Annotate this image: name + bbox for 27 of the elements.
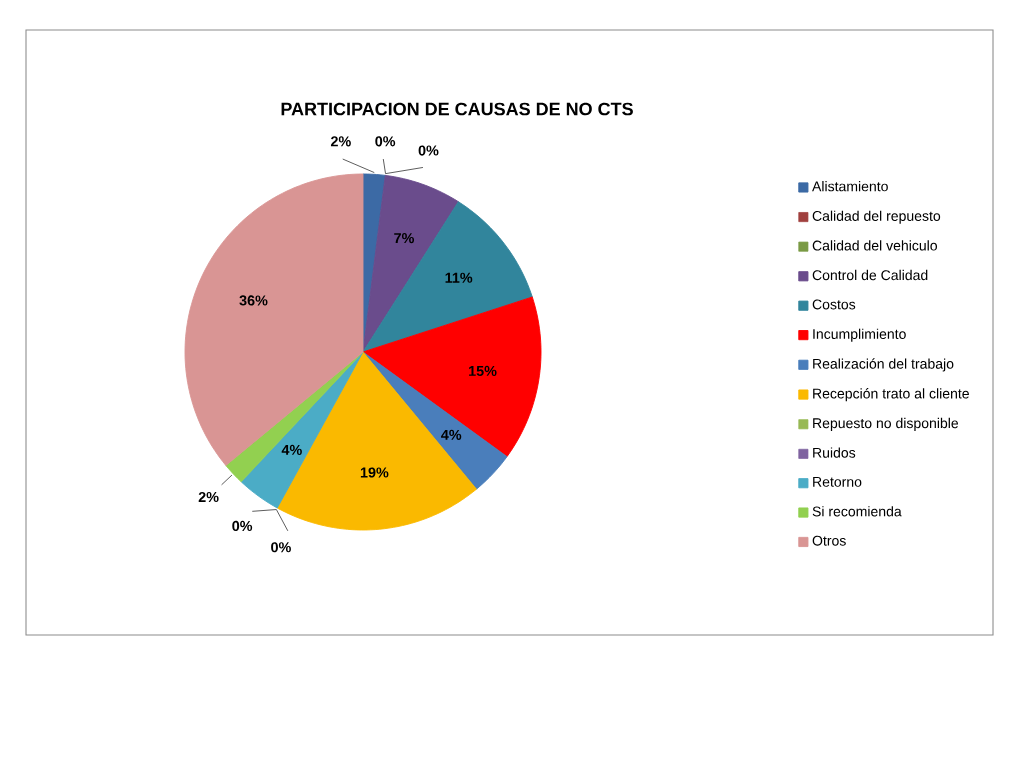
legend-label: Costos: [812, 299, 856, 310]
data-label: 15%: [469, 365, 497, 377]
chart-title: PARTICIPACION DE CAUSAS DE NO CTS: [281, 102, 633, 116]
text: 0%: [375, 136, 396, 147]
legend-label: Incumplimiento: [813, 328, 906, 342]
data-label: 7%: [394, 233, 415, 244]
legend-label: Alistamiento: [812, 181, 888, 192]
legend-label: Repuesto no disponible: [813, 417, 959, 431]
text: 0%: [232, 520, 253, 532]
data-label: 19%: [360, 467, 389, 478]
legend-label: Retorno: [813, 477, 862, 487]
legend-label: Si recomienda: [812, 506, 902, 517]
data-label: 4%: [281, 444, 302, 455]
legend-label: Otros: [812, 535, 846, 546]
data-label: 36%: [239, 295, 268, 306]
legend-label: Calidad del vehiculo: [812, 240, 938, 251]
data-label: 11%: [445, 272, 473, 283]
legend-label: Recepción trato al cliente: [813, 388, 969, 402]
text: 0%: [271, 542, 291, 553]
legend-label: Control de Calidad: [812, 269, 928, 281]
data-label: 2%: [198, 491, 219, 503]
data-label: 2%: [330, 136, 351, 147]
legend-label: Ruidos: [813, 447, 856, 458]
legend-label: Realización del trabajo: [813, 358, 954, 372]
text: 0%: [418, 145, 439, 156]
legend-label: Calidad del repuesto: [812, 210, 941, 224]
data-label: 4%: [441, 429, 462, 440]
